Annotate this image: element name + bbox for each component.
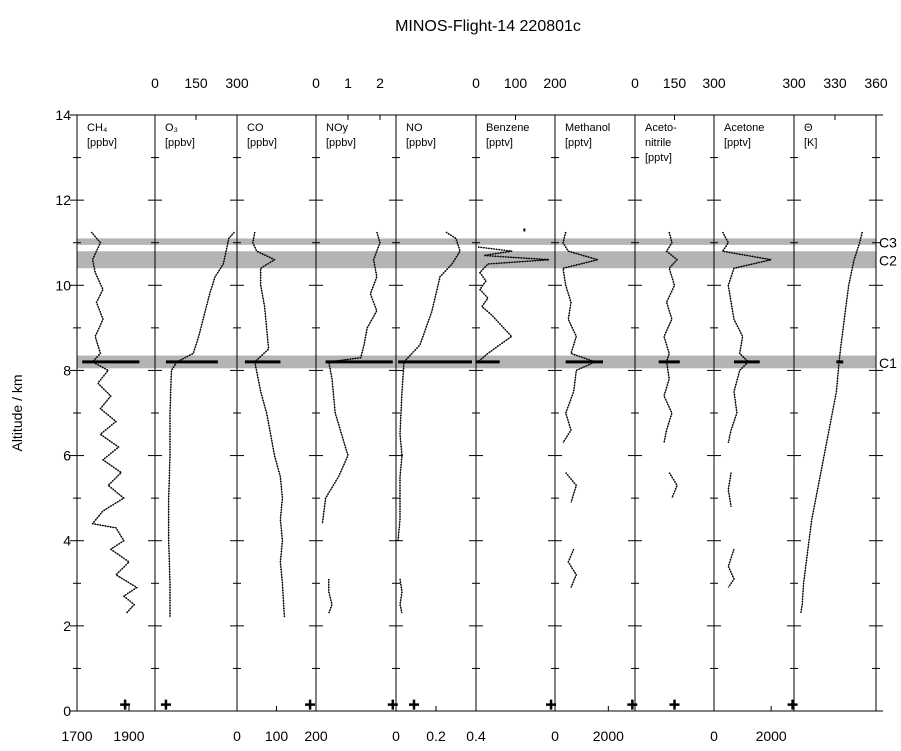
y-tick-label: 4: [63, 533, 71, 549]
profile-line-thin: [565, 472, 577, 503]
chart-title: MINOS-Flight-14 220801c: [395, 18, 581, 35]
x-tick-label: 0: [472, 75, 480, 91]
x-tick-label: 0: [151, 75, 159, 91]
profile-line: [167, 231, 235, 618]
x-tick-label: 1: [344, 75, 352, 91]
panel-label: Benzene: [486, 122, 529, 134]
panel-label: [pptv]: [486, 137, 513, 149]
profile-line-thin: [800, 232, 863, 614]
profile-line: [327, 579, 333, 614]
y-tick-label: 14: [55, 107, 71, 123]
x-tick-label: 0: [312, 75, 320, 91]
panel-label: Aceto-: [645, 122, 677, 134]
x-tick-label: 150: [184, 75, 208, 91]
x-tick-label: 100: [504, 75, 528, 91]
x-tick-label: 0: [233, 728, 241, 744]
x-tick-label: 360: [864, 75, 888, 91]
panel-label: NOy: [326, 122, 349, 134]
panel-label: [pptv]: [565, 137, 592, 149]
panel-label: [ppbv]: [326, 137, 356, 149]
y-tick-label: 0: [63, 703, 71, 719]
profile-line-thin: [562, 232, 599, 443]
panel-label: Methanol: [565, 122, 610, 134]
profile-line-thin: [727, 549, 735, 588]
profile-line: [565, 472, 578, 503]
profile-line-thin: [328, 579, 333, 614]
x-tick-label: 0.4: [466, 728, 486, 744]
profile-line-thin: [252, 232, 285, 618]
x-tick-label: 2000: [756, 728, 787, 744]
y-tick-label: 12: [55, 192, 71, 208]
panel-label: CO: [247, 122, 264, 134]
panel-label: Θ: [804, 122, 813, 134]
profile-line-thin: [168, 231, 235, 618]
y-tick-label: 10: [55, 277, 71, 293]
axes-frame: 0 2 4 6 8 10 12 14: [55, 107, 883, 719]
x-tick-label: 300: [225, 75, 249, 91]
panel-labels: CH₄ [ppbv] 1700 1900 O₃ [ppbv] 0 150 300 CO [ppbv]…: [61, 75, 887, 744]
profile-line-thin: [397, 231, 461, 541]
y-tick-label: 6: [63, 448, 71, 464]
x-tick-label: 200: [304, 728, 328, 744]
y-axis-label: Altitude / km: [9, 374, 25, 451]
x-tick-label: 0: [710, 728, 718, 744]
panel-label: [ppbv]: [165, 137, 195, 149]
panel-label: [pptv]: [645, 152, 672, 164]
profile-line: [321, 231, 381, 524]
profile-line-thin: [477, 246, 550, 363]
x-tick-label: 300: [782, 75, 806, 91]
x-tick-label: 1700: [61, 728, 92, 744]
x-tick-label: 0: [551, 728, 559, 744]
y-tick-label: 2: [63, 618, 71, 634]
panel-label: [pptv]: [724, 137, 751, 149]
x-tick-label: 200: [543, 75, 567, 91]
profile-line: [800, 231, 864, 614]
x-tick-label: 330: [823, 75, 847, 91]
band-label-c2: C2: [879, 253, 897, 269]
x-tick-label: 1900: [113, 728, 144, 744]
x-tick-label: 0: [392, 728, 400, 744]
profile-line-thin: [668, 472, 678, 499]
x-tick-label: 2000: [593, 728, 624, 744]
profile-line: [90, 231, 138, 614]
profile-line: [397, 231, 461, 541]
profile-line-thin: [322, 232, 381, 524]
profile-line-thin: [722, 231, 772, 443]
panel-label: [ppbv]: [87, 137, 117, 149]
profile-line-thin: [399, 578, 403, 614]
x-tick-label: 150: [663, 75, 687, 91]
panel-label: [ppbv]: [247, 137, 277, 149]
profile-line: [727, 472, 732, 507]
x-tick-label: 300: [702, 75, 726, 91]
profile-line-thin: [567, 549, 577, 588]
panel-label: Acetone: [724, 122, 764, 134]
x-tick-label: 2: [376, 75, 384, 91]
data-layer: [82, 228, 864, 710]
profile-line-thin: [91, 231, 138, 614]
band-label-c3: C3: [879, 235, 897, 251]
profile-line-thin: [727, 472, 732, 507]
profile-line-thin: [663, 232, 678, 443]
x-tick-label: 100: [265, 728, 289, 744]
panel-label: [K]: [804, 137, 817, 149]
panel-label: CH₄: [87, 122, 108, 134]
panel-label: NO: [406, 122, 423, 134]
panel-label: O₃: [165, 122, 178, 134]
x-tick-label: 0.2: [426, 728, 446, 744]
x-tick-label: 0: [631, 75, 639, 91]
y-tick-label: 8: [63, 362, 71, 378]
panel-label: [ppbv]: [406, 137, 436, 149]
panel-label: nitrile: [645, 137, 671, 149]
band-label-c1: C1: [879, 355, 897, 371]
